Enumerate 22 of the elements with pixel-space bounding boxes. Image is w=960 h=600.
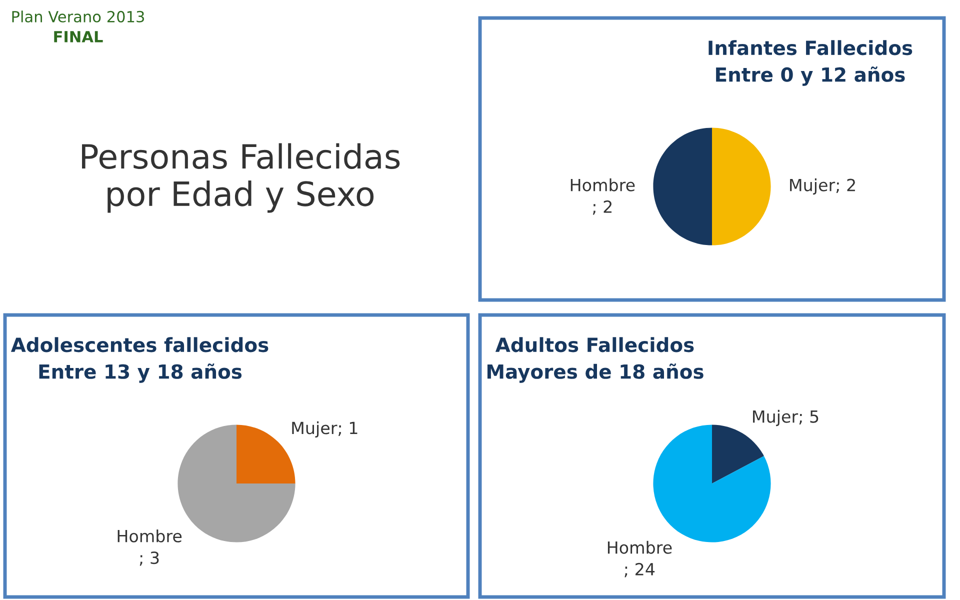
- pie-slice: [712, 424, 764, 484]
- slice-label: Hombre: [570, 178, 635, 192]
- chart-title: Adultos Fallecidos Mayores de 18 años: [487, 337, 704, 383]
- data-label: ; 2: [592, 200, 612, 215]
- pie-slice: [712, 128, 771, 246]
- pie-slice: [653, 424, 771, 542]
- slice-label: Mujer: [790, 178, 836, 195]
- slice-label: Mujer: [292, 421, 338, 438]
- data-label: ; 1: [338, 422, 358, 436]
- chart-title: Adolescentes fallecidos Entre 13 y 18 años: [10, 337, 268, 383]
- slice-label: Hombre: [608, 540, 672, 554]
- slice-label: Hombre: [118, 529, 182, 542]
- text: Personas Fallecidas por Edad y Sexo: [82, 143, 400, 213]
- slice-label: Mujer: [753, 410, 798, 426]
- text: FINAL: [54, 31, 103, 42]
- text: Plan Verano 2013: [12, 10, 144, 22]
- data-label: ; 24: [624, 562, 655, 578]
- pie-slice: [653, 128, 712, 246]
- data-label: ; 2: [836, 178, 855, 194]
- data-label: ; 5: [799, 410, 818, 425]
- data-label: ; 3: [140, 551, 159, 566]
- chart-title: Infantes Fallecidos Entre 0 y 12 años: [708, 40, 912, 86]
